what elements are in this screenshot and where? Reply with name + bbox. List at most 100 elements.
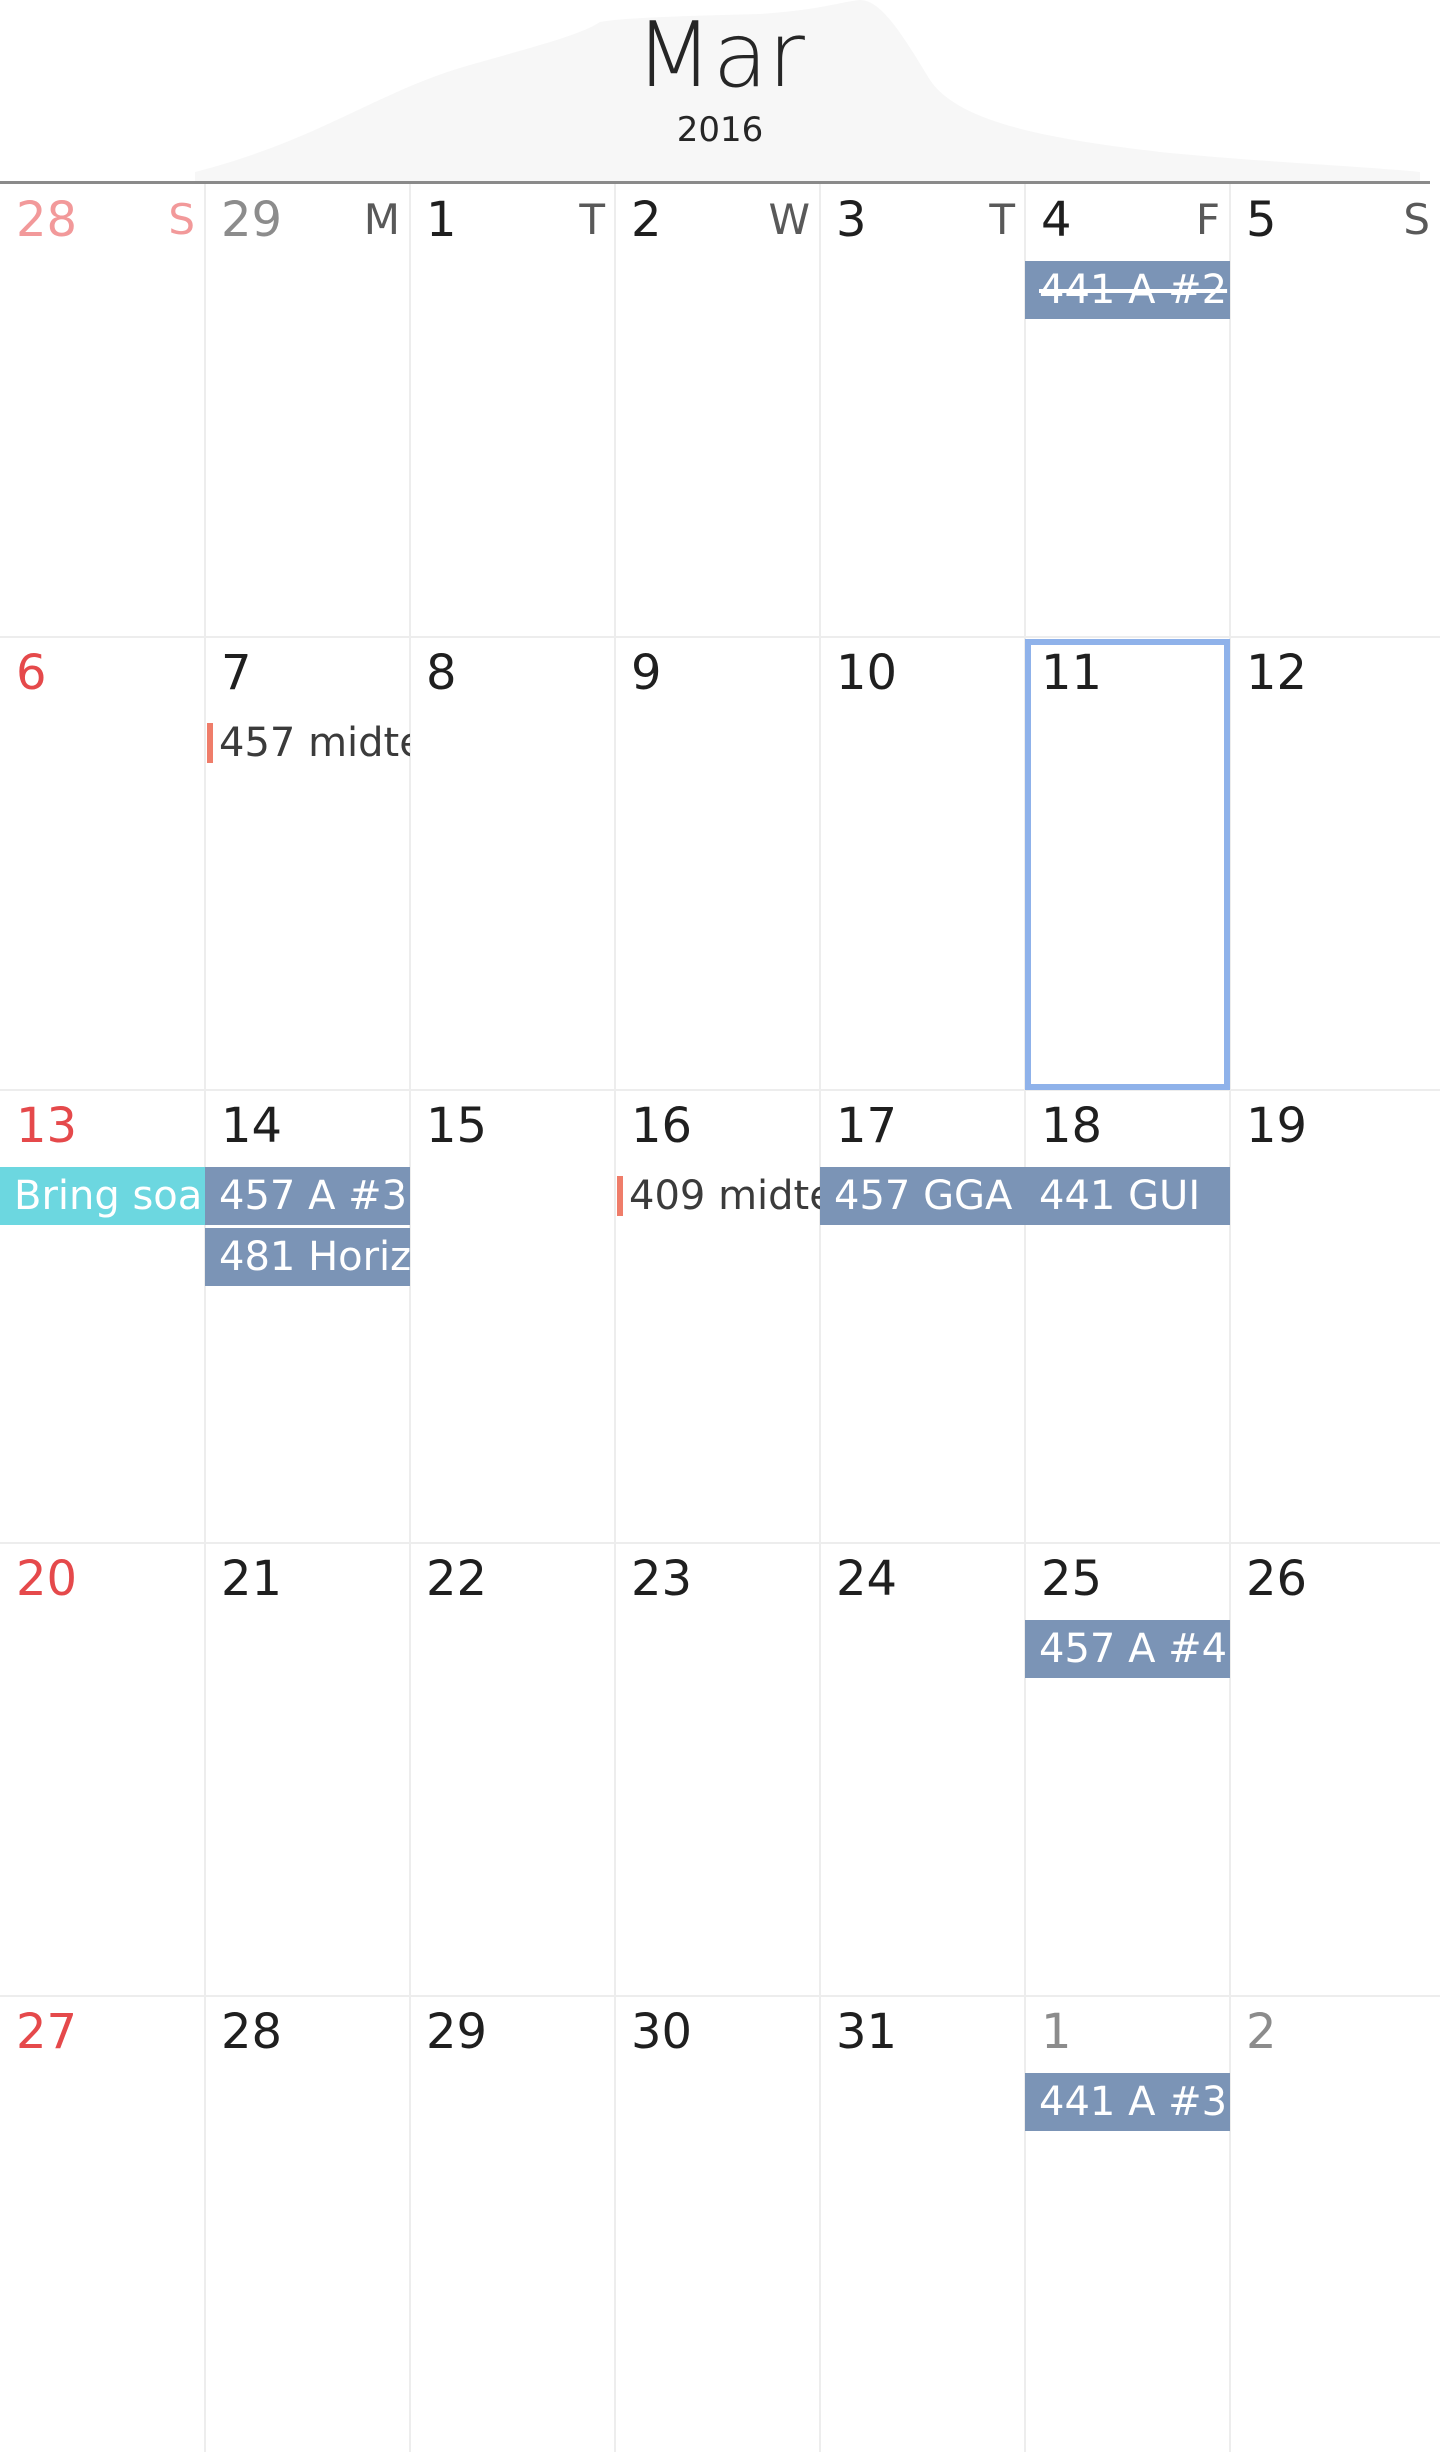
column-divider bbox=[1229, 184, 1231, 2452]
day-number: 26 bbox=[1246, 1551, 1308, 1607]
day-number: 15 bbox=[426, 1098, 488, 1154]
event-chip[interactable]: Bring soa bbox=[0, 1167, 205, 1225]
day-number: 5 bbox=[1246, 192, 1277, 248]
day-number: 29 bbox=[221, 192, 283, 248]
day-number: 21 bbox=[221, 1551, 283, 1607]
day-number: 2 bbox=[631, 192, 662, 248]
day-cell[interactable]: 24 bbox=[820, 1543, 1025, 1996]
day-cell[interactable]: 25 457 A #4 bbox=[1025, 1543, 1230, 1996]
day-number: 11 bbox=[1041, 645, 1103, 701]
day-cell[interactable]: 7 457 midte bbox=[205, 637, 410, 1090]
day-cell[interactable]: 13 Bring soa bbox=[0, 1090, 205, 1543]
day-number: 13 bbox=[16, 1098, 78, 1154]
column-divider bbox=[1024, 184, 1026, 2452]
day-number: 24 bbox=[836, 1551, 898, 1607]
day-cell[interactable]: 9 bbox=[615, 637, 820, 1090]
day-number: 30 bbox=[631, 2004, 693, 2060]
day-cell[interactable]: 2 bbox=[1230, 1996, 1440, 2449]
day-number: 1 bbox=[426, 192, 457, 248]
day-cell[interactable]: 16 409 midte bbox=[615, 1090, 820, 1543]
weekday-initial: S bbox=[168, 195, 195, 244]
day-number: 10 bbox=[836, 645, 898, 701]
day-cell[interactable]: 17 457 GGA bbox=[820, 1090, 1025, 1543]
header-backdrop bbox=[195, 0, 1420, 181]
row-divider bbox=[0, 1995, 1440, 1997]
day-number: 2 bbox=[1246, 2004, 1277, 2060]
day-number: 8 bbox=[426, 645, 457, 701]
event-chip[interactable]: 457 GGA bbox=[820, 1167, 1025, 1225]
day-cell[interactable]: 14 457 A #3 481 Horiz bbox=[205, 1090, 410, 1543]
day-cell[interactable]: 29 M bbox=[205, 184, 410, 637]
day-cell[interactable]: 28 S bbox=[0, 184, 205, 637]
day-number: 18 bbox=[1041, 1098, 1103, 1154]
day-cell[interactable]: 18 441 GUI bbox=[1025, 1090, 1230, 1543]
day-number: 6 bbox=[16, 645, 47, 701]
weekday-initial: T bbox=[989, 195, 1015, 244]
day-cell[interactable]: 22 bbox=[410, 1543, 615, 1996]
day-cell[interactable]: 31 bbox=[820, 1996, 1025, 2449]
day-number: 23 bbox=[631, 1551, 693, 1607]
task-item[interactable]: 457 midte bbox=[205, 714, 410, 772]
month-header: Mar 2016 bbox=[0, 0, 1440, 184]
day-number: 29 bbox=[426, 2004, 488, 2060]
day-cell[interactable]: 30 bbox=[615, 1996, 820, 2449]
day-cell[interactable]: 27 bbox=[0, 1996, 205, 2449]
task-item[interactable]: 409 midte bbox=[615, 1167, 820, 1225]
day-number: 28 bbox=[221, 2004, 283, 2060]
day-cell[interactable]: 28 bbox=[205, 1996, 410, 2449]
day-cell[interactable]: 15 bbox=[410, 1090, 615, 1543]
event-chip[interactable]: 481 Horiz bbox=[205, 1228, 410, 1286]
day-number: 16 bbox=[631, 1098, 693, 1154]
day-number: 3 bbox=[836, 192, 867, 248]
weekday-initial: S bbox=[1403, 195, 1430, 244]
day-cell[interactable]: 20 bbox=[0, 1543, 205, 1996]
month-title[interactable]: Mar bbox=[635, 3, 805, 108]
day-cell[interactable]: 21 bbox=[205, 1543, 410, 1996]
day-number: 17 bbox=[836, 1098, 898, 1154]
weekday-initial: W bbox=[768, 195, 810, 244]
day-number: 12 bbox=[1246, 645, 1308, 701]
column-divider bbox=[819, 184, 821, 2452]
row-divider bbox=[0, 636, 1440, 638]
header-divider bbox=[0, 181, 1430, 184]
day-cell[interactable]: 6 bbox=[0, 637, 205, 1090]
column-divider bbox=[614, 184, 616, 2452]
event-chip[interactable]: 441 A #3 bbox=[1025, 2073, 1230, 2131]
day-number: 27 bbox=[16, 2004, 78, 2060]
year-subtitle: 2016 bbox=[676, 110, 764, 150]
event-chip[interactable]: 457 A #4 bbox=[1025, 1620, 1230, 1678]
day-cell[interactable]: 8 bbox=[410, 637, 615, 1090]
day-number: 19 bbox=[1246, 1098, 1308, 1154]
day-cell[interactable]: 4 F 441 A #2 bbox=[1025, 184, 1230, 637]
column-divider bbox=[409, 184, 411, 2452]
day-number: 14 bbox=[221, 1098, 283, 1154]
event-chip[interactable]: 441 A #2 bbox=[1025, 261, 1230, 319]
day-number: 28 bbox=[16, 192, 78, 248]
day-cell[interactable]: 11 bbox=[1025, 637, 1230, 1090]
day-cell[interactable]: 1 441 A #3 bbox=[1025, 1996, 1230, 2449]
day-cell[interactable]: 10 bbox=[820, 637, 1025, 1090]
weekday-initial: M bbox=[363, 195, 400, 244]
day-cell[interactable]: 29 bbox=[410, 1996, 615, 2449]
weekday-initial: T bbox=[579, 195, 605, 244]
day-number: 25 bbox=[1041, 1551, 1103, 1607]
day-number: 1 bbox=[1041, 2004, 1072, 2060]
day-number: 22 bbox=[426, 1551, 488, 1607]
day-cell[interactable]: 26 bbox=[1230, 1543, 1440, 1996]
event-chip[interactable]: 457 A #3 bbox=[205, 1167, 410, 1225]
day-number: 7 bbox=[221, 645, 252, 701]
row-divider bbox=[0, 1089, 1440, 1091]
day-cell[interactable]: 19 bbox=[1230, 1090, 1440, 1543]
event-chip[interactable]: 441 GUI bbox=[1025, 1167, 1230, 1225]
day-number: 9 bbox=[631, 645, 662, 701]
day-number: 20 bbox=[16, 1551, 78, 1607]
day-cell[interactable]: 12 bbox=[1230, 637, 1440, 1090]
month-grid: 28 S 29 M 1 T 2 W 3 T 4 F 441 A #2 5 S 6 7 457 midte 8 9 10 1… bbox=[0, 184, 1440, 2452]
weekday-initial: F bbox=[1195, 195, 1220, 244]
day-number: 4 bbox=[1041, 192, 1072, 248]
day-cell[interactable]: 23 bbox=[615, 1543, 820, 1996]
